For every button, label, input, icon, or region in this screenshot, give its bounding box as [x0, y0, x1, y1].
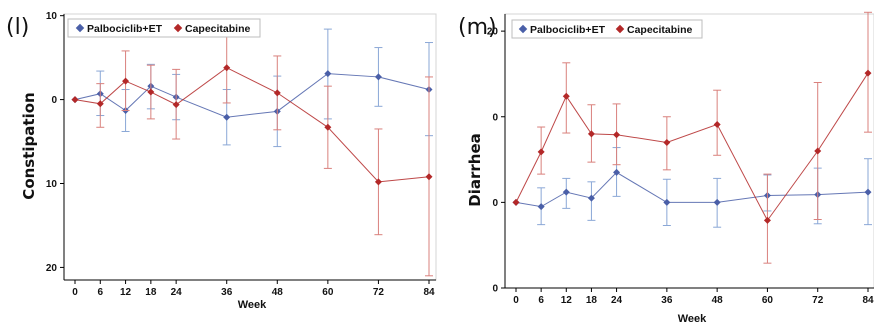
capecitabine-data-point: [96, 100, 104, 108]
x-axis-label: Week: [678, 313, 707, 324]
legend-label-palbociclib: Palbociclib+ET: [87, 23, 163, 35]
x-tick-label: 48: [712, 295, 724, 306]
legend-label-capecitabine: Capecitabine: [185, 23, 251, 35]
series-group: [71, 28, 433, 277]
x-tick-label: 84: [862, 295, 874, 306]
palbociclib-et-data-point: [613, 168, 621, 176]
x-tick-label: 0: [513, 295, 519, 306]
x-tick-label: 36: [221, 287, 233, 298]
y-axis-label: Constipation: [20, 92, 38, 199]
palbociclib-et-data-point: [537, 203, 545, 211]
palbociclib-et-data-point: [374, 73, 382, 81]
y-tick-label: 20: [487, 27, 499, 38]
x-tick-label: 72: [812, 295, 824, 306]
capecitabine-data-point: [374, 178, 382, 186]
x-tick-label: 18: [586, 295, 598, 306]
x-tick-label: 0: [72, 287, 78, 298]
capecitabine-data-point: [425, 173, 433, 181]
y-tick-label: 0: [51, 95, 57, 106]
capecitabine-data-point: [864, 69, 872, 77]
y-tick-label: 0: [492, 112, 498, 123]
x-tick-label: 84: [423, 287, 435, 298]
capecitabine-data-point: [663, 138, 671, 146]
capecitabine-data-point: [122, 77, 130, 85]
capecitabine-data-point: [613, 131, 621, 139]
capecitabine-data-point: [587, 130, 595, 138]
x-tick-label: 12: [561, 295, 573, 306]
capecitabine-data-point: [223, 64, 231, 72]
palbociclib-et-data-point: [562, 188, 570, 196]
x-tick-label: 24: [171, 287, 183, 298]
x-tick-label: 36: [661, 295, 673, 306]
y-tick-label: 10: [46, 179, 58, 190]
y-tick-label: 20: [46, 263, 58, 274]
x-tick-label: 60: [322, 287, 334, 298]
capecitabine-data-point: [713, 120, 721, 128]
legend: Palbociclib+ET Capecitabine: [67, 18, 261, 38]
x-tick-label: 72: [373, 287, 385, 298]
x-tick-label: 6: [98, 287, 104, 298]
palbociclib-et-data-point: [713, 198, 721, 206]
capecitabine-data-point: [273, 89, 281, 97]
capecitabine-data-point: [562, 92, 570, 100]
capecitabine-series-line: [515, 72, 869, 222]
y-tick-label: 0: [492, 198, 498, 209]
x-tick-label: 60: [762, 295, 774, 306]
tick-group: 0 6 12 18 24 36 48 60 72 84 0 0 0 20: [487, 27, 874, 306]
x-tick-label: 6: [538, 295, 544, 306]
capecitabine-data-point: [763, 216, 771, 224]
palbociclib-et-data-point: [864, 188, 872, 196]
capecitabine-series-line: [74, 67, 430, 183]
y-tick-label: 0: [492, 284, 498, 295]
legend-box: [511, 19, 703, 39]
legend-box: [67, 18, 261, 38]
palbociclib-et-series-line: [74, 73, 430, 118]
legend: Palbociclib+ET Capecitabine: [511, 19, 703, 39]
y-axis-label: Diarrhea: [466, 133, 484, 206]
x-tick-label: 12: [120, 287, 132, 298]
x-tick-label: 24: [611, 295, 623, 306]
panel-label: (l): [6, 15, 29, 40]
capecitabine-data-point: [172, 101, 180, 109]
palbociclib-et-data-point: [223, 113, 231, 121]
tick-group: 0 6 12 18 24 36 48 60 72 84 10 0 10 20: [46, 11, 435, 298]
plot-frame: [63, 13, 437, 281]
legend-label-palbociclib: Palbociclib+ET: [530, 24, 606, 36]
series-group: [512, 11, 872, 264]
capecitabine-data-point: [324, 123, 332, 131]
y-tick-label: 10: [46, 11, 58, 22]
capecitabine-data-point: [71, 96, 79, 104]
palbociclib-et-data-point: [587, 194, 595, 202]
palbociclib-et-series-line: [515, 171, 869, 208]
x-tick-label: 48: [272, 287, 284, 298]
capecitabine-data-point: [512, 198, 520, 206]
capecitabine-data-point: [147, 88, 155, 96]
capecitabine-data-point: [537, 148, 545, 156]
x-tick-label: 18: [145, 287, 157, 298]
capecitabine-data-point: [814, 147, 822, 155]
x-axis-label: Week: [238, 299, 267, 311]
panel-label: (m): [458, 15, 497, 40]
palbociclib-et-data-point: [324, 70, 332, 78]
diarrhea-panel: (m) Diarrhea Week 0 6 12 18 24 36 48 60 72 84 0 0 0 2…: [458, 11, 874, 324]
constipation-panel: (l) Constipation Week 0 6 12 18 24 36 48 60 72 84…: [6, 11, 437, 311]
legend-label-capecitabine: Capecitabine: [627, 24, 693, 36]
palbociclib-et-data-point: [663, 198, 671, 206]
